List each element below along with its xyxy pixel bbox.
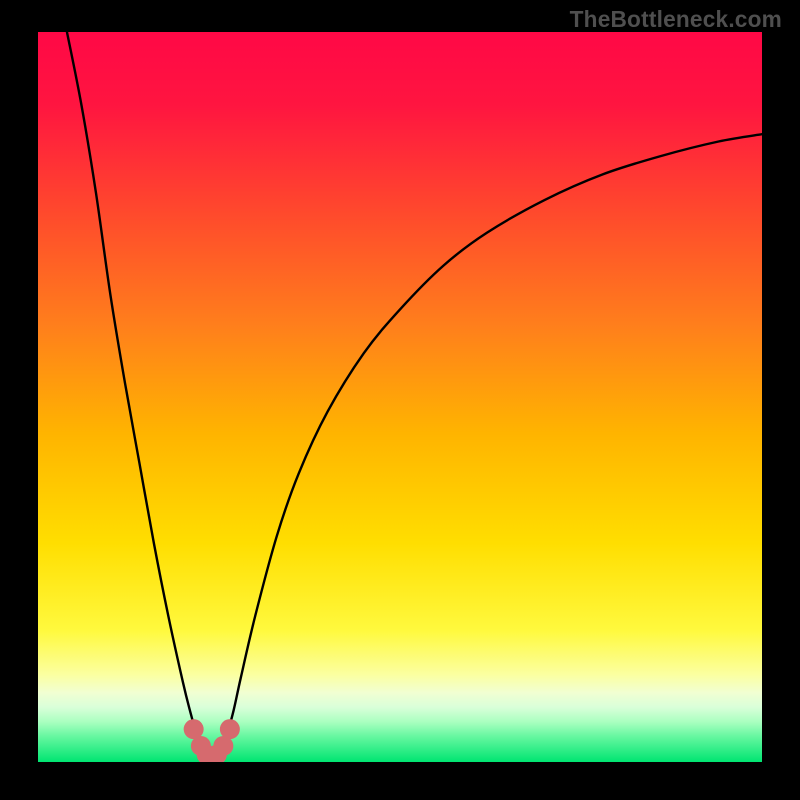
bottleneck-chart: [38, 32, 762, 762]
outer-frame: [0, 0, 800, 800]
watermark-text: TheBottleneck.com: [570, 6, 782, 33]
